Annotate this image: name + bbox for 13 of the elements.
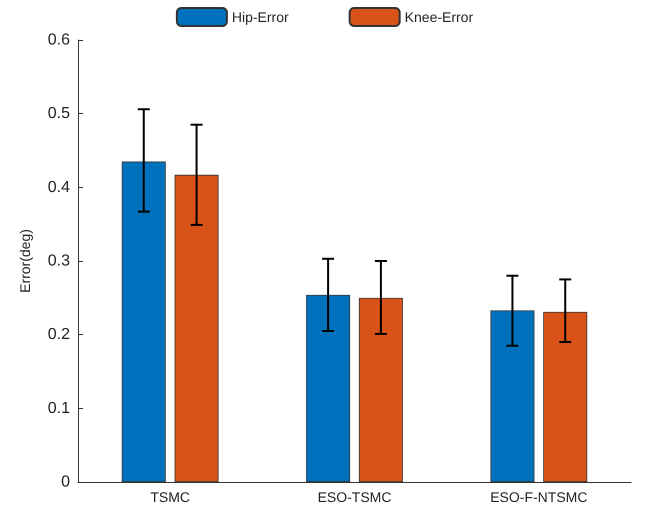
y-tick-label: 0.3 bbox=[48, 252, 70, 270]
y-tick-label: 0.1 bbox=[48, 400, 70, 417]
y-tick-label: 0.2 bbox=[48, 326, 70, 344]
legend-label: Knee-Error bbox=[404, 9, 474, 25]
legend-label: Hip-Error bbox=[232, 9, 289, 25]
y-tick-label: 0 bbox=[61, 474, 70, 490]
y-axis-title: Error(deg) bbox=[17, 229, 33, 293]
y-tick-label: 0.6 bbox=[48, 32, 70, 48]
x-tick-label: ESO-F-NTSMC bbox=[490, 489, 588, 505]
y-tick-label: 0.4 bbox=[48, 178, 70, 196]
y-tick-label: 0.5 bbox=[48, 105, 70, 122]
x-tick-label: TSMC bbox=[150, 489, 190, 505]
x-tick-label: ESO-TSMC bbox=[318, 489, 392, 505]
